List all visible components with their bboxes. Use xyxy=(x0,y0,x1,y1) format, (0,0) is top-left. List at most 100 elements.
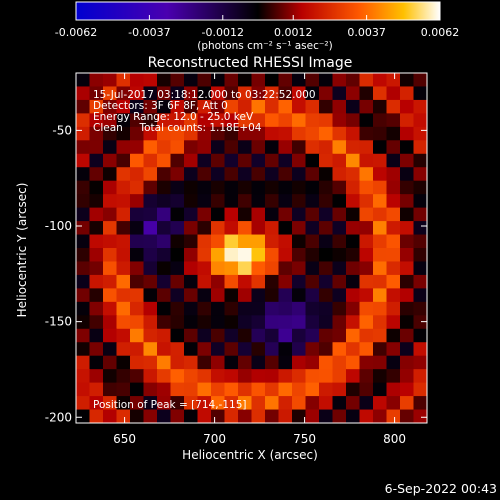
heatmap-cell xyxy=(103,234,118,249)
heatmap-cell xyxy=(76,315,91,330)
heatmap-cell xyxy=(319,274,334,289)
heatmap-cell xyxy=(251,382,266,397)
heatmap-cell xyxy=(116,207,131,222)
heatmap-cell xyxy=(197,342,212,357)
heatmap-cell xyxy=(413,86,427,101)
heatmap-cell xyxy=(319,328,334,343)
heatmap-cell xyxy=(116,73,131,88)
heatmap-cell xyxy=(251,221,266,236)
heatmap-cell xyxy=(346,261,361,276)
heatmap-cell xyxy=(170,328,185,343)
heatmap-cell xyxy=(413,167,427,182)
heatmap-cell xyxy=(170,234,185,249)
heatmap-cell xyxy=(143,301,158,316)
heatmap-cell xyxy=(346,234,361,249)
heatmap-cell xyxy=(359,167,374,182)
heatmap-cell xyxy=(413,207,427,222)
heatmap-cell xyxy=(278,99,293,114)
heatmap-cell xyxy=(89,355,104,370)
heatmap-cell xyxy=(143,409,158,423)
heatmap-cell xyxy=(251,396,266,411)
heatmap-cell xyxy=(238,194,253,209)
heatmap-cell xyxy=(359,234,374,249)
heatmap-cell xyxy=(373,194,388,209)
heatmap-cell xyxy=(305,194,320,209)
heatmap-cell xyxy=(76,167,91,182)
heatmap-cell xyxy=(143,113,158,128)
heatmap-cell xyxy=(211,73,226,88)
heatmap-cell xyxy=(103,301,118,316)
heatmap-cell xyxy=(89,221,104,236)
annotation-energy: Energy Range: 12.0 - 25.0 keV xyxy=(93,111,254,123)
heatmap-cell xyxy=(400,86,415,101)
heatmap-cell xyxy=(89,396,104,411)
heatmap-cell xyxy=(265,99,280,114)
heatmap-cell xyxy=(278,180,293,195)
heatmap-cell xyxy=(319,315,334,330)
heatmap-cell xyxy=(224,315,239,330)
heatmap-cell xyxy=(170,396,185,411)
heatmap-cell xyxy=(251,99,266,114)
heatmap-cell xyxy=(197,315,212,330)
heatmap-cell xyxy=(359,328,374,343)
heatmap-cell xyxy=(184,86,199,101)
heatmap-cell xyxy=(76,73,91,88)
heatmap-cell xyxy=(184,396,199,411)
heatmap-cell xyxy=(346,221,361,236)
heatmap-cell xyxy=(373,207,388,222)
heatmap-cell xyxy=(413,234,427,249)
heatmap-cell xyxy=(116,167,131,182)
heatmap-cell xyxy=(238,315,253,330)
heatmap-cell xyxy=(157,113,172,128)
heatmap-cell xyxy=(197,73,212,88)
heatmap-cell xyxy=(143,86,158,101)
heatmap-cell xyxy=(278,315,293,330)
heatmap-cell xyxy=(251,328,266,343)
heatmap-cell xyxy=(184,261,199,276)
heatmap-cell xyxy=(116,409,131,423)
heatmap-cell xyxy=(184,301,199,316)
heatmap-cell xyxy=(103,86,118,101)
heatmap-cell xyxy=(103,274,118,289)
heatmap-cell xyxy=(265,126,280,141)
heatmap-cell xyxy=(278,301,293,316)
heatmap-cell xyxy=(332,180,347,195)
heatmap-cell xyxy=(251,113,266,128)
heatmap-cell xyxy=(184,409,199,423)
heatmap-cell xyxy=(143,342,158,357)
heatmap-cell xyxy=(116,153,131,168)
heatmap-cell xyxy=(170,288,185,303)
heatmap-cell xyxy=(197,180,212,195)
heatmap-cell xyxy=(305,396,320,411)
heatmap-cell xyxy=(116,126,131,141)
heatmap-cell xyxy=(278,328,293,343)
heatmap-cell xyxy=(211,207,226,222)
heatmap-cell xyxy=(211,234,226,249)
heatmap-cell xyxy=(224,355,239,370)
heatmap-cell xyxy=(157,126,172,141)
heatmap-cell xyxy=(170,382,185,397)
heatmap-cell xyxy=(116,382,131,397)
heatmap-cell xyxy=(386,167,401,182)
heatmap-cell xyxy=(143,274,158,289)
heatmap-cell xyxy=(359,342,374,357)
heatmap-cell xyxy=(386,409,401,423)
heatmap-cell xyxy=(116,113,131,128)
heatmap-cell xyxy=(346,207,361,222)
heatmap-cell xyxy=(386,140,401,155)
heatmap-cell xyxy=(143,126,158,141)
heatmap-cell xyxy=(197,248,212,263)
heatmap-cell xyxy=(170,113,185,128)
heatmap-cell xyxy=(211,355,226,370)
heatmap-cell xyxy=(76,180,91,195)
heatmap-cell xyxy=(265,86,280,101)
heatmap-cell xyxy=(224,248,239,263)
heatmap-cell xyxy=(400,261,415,276)
heatmap-cell xyxy=(332,301,347,316)
heatmap-cell xyxy=(251,261,266,276)
heatmap-cell xyxy=(130,342,145,357)
heatmap-cell xyxy=(197,261,212,276)
heatmap-cell xyxy=(346,99,361,114)
heatmap-cell xyxy=(116,234,131,249)
colorbar-unit-label: (photons cm⁻² s⁻¹ asec⁻²) xyxy=(197,40,332,52)
